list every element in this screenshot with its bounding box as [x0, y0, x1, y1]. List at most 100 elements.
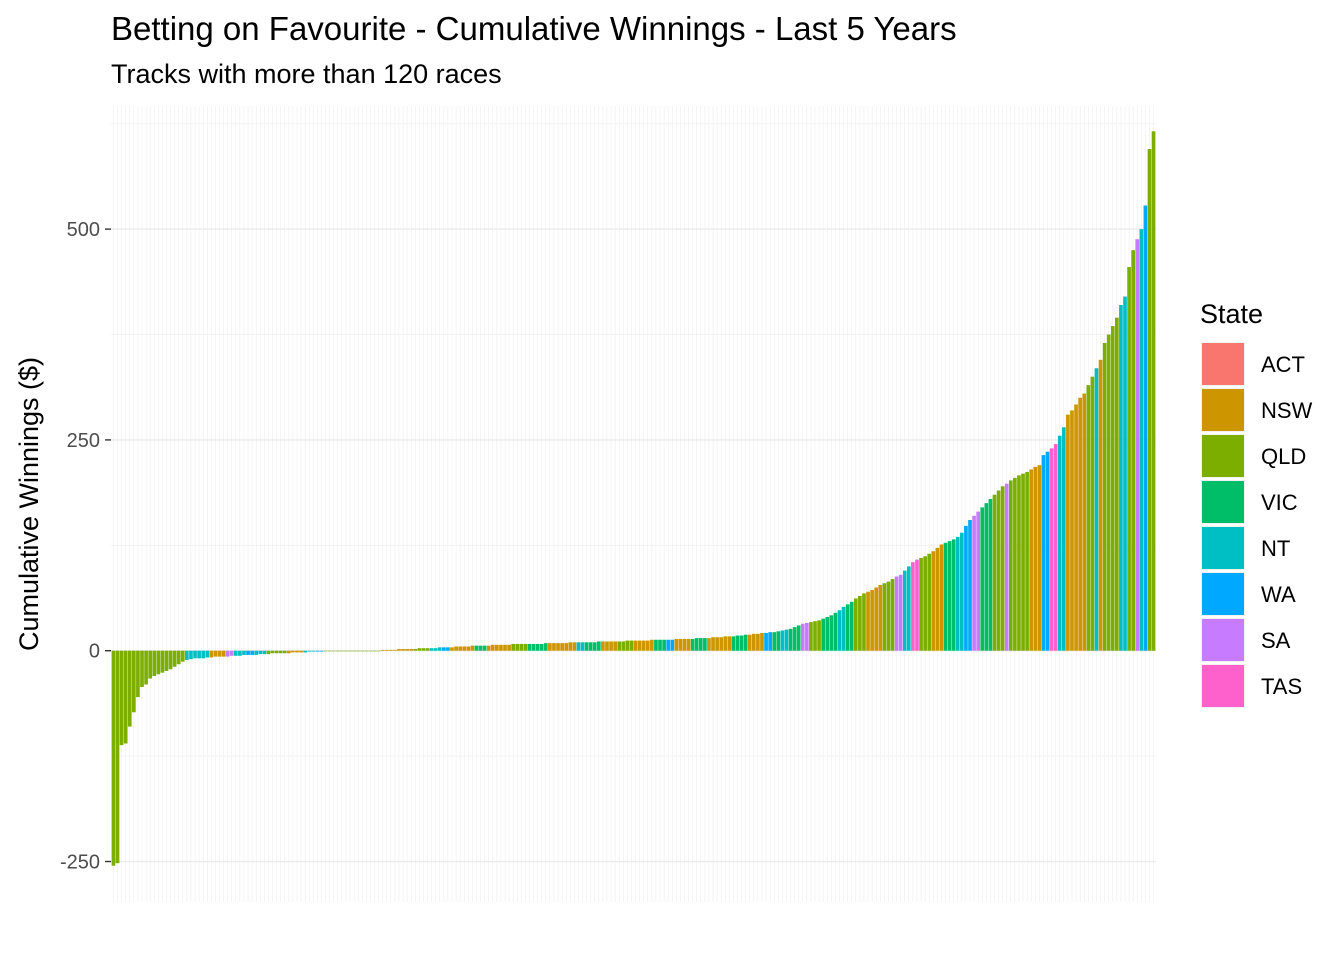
bar-qld — [335, 650, 340, 652]
bar-vic — [658, 639, 662, 651]
bar-wa — [968, 520, 972, 651]
bar-qld — [421, 648, 426, 651]
bar-nsw — [1098, 359, 1103, 651]
bar-nt — [197, 650, 201, 659]
bar-qld — [417, 648, 422, 651]
bar-wa — [250, 650, 254, 655]
bar-wa — [670, 639, 675, 651]
bars — [111, 131, 1156, 866]
legend-label: NT — [1261, 536, 1290, 561]
bar-vic — [527, 643, 532, 651]
bar-nsw — [380, 649, 385, 651]
bar-wa — [1143, 205, 1148, 651]
bar-vic — [788, 628, 793, 651]
bar-nt — [837, 610, 842, 651]
bar-wa — [319, 650, 324, 652]
bar-wa — [1045, 451, 1050, 651]
bar-nsw — [503, 644, 507, 651]
bar-sa — [225, 650, 230, 657]
plot-panel — [111, 106, 1156, 902]
bar-qld — [1025, 471, 1029, 651]
bar-nt — [311, 650, 316, 652]
bar-qld — [278, 650, 283, 654]
bar-nsw — [641, 640, 646, 651]
bar-vic — [662, 639, 666, 651]
bar-qld — [115, 650, 120, 864]
bar-nt — [784, 629, 789, 651]
bar-qld — [1102, 342, 1107, 651]
bar-qld — [923, 556, 927, 651]
bar-vic — [833, 612, 838, 651]
bar-nsw — [760, 633, 764, 651]
bar-nsw — [560, 643, 564, 651]
bar-nsw — [719, 637, 724, 651]
bar-qld — [1151, 131, 1156, 651]
bar-vic — [690, 638, 695, 651]
bar-qld — [413, 649, 418, 651]
bar-qld — [996, 490, 1001, 651]
bar-tas — [911, 562, 915, 651]
bar-wa — [764, 633, 768, 651]
bar-qld — [817, 620, 821, 651]
bar-vic — [825, 616, 830, 651]
bar-nt — [262, 650, 267, 655]
bar-qld — [160, 650, 165, 673]
bar-nsw — [751, 633, 756, 651]
bar-nsw — [650, 639, 654, 651]
bar-nsw — [291, 650, 295, 653]
bar-qld — [1115, 317, 1119, 651]
bar-qld — [356, 650, 361, 652]
bar-nsw — [450, 647, 454, 651]
bar-vic — [478, 645, 483, 651]
bar-nsw — [1029, 469, 1034, 651]
bar-vic — [596, 641, 601, 651]
y-tick-label: 500 — [67, 219, 100, 241]
bar-sa — [1135, 239, 1140, 651]
legend-key-qld — [1202, 435, 1244, 477]
bar-vic — [951, 539, 956, 651]
bar-nsw — [221, 650, 226, 657]
bar-nsw — [405, 649, 409, 651]
bar-nsw — [723, 636, 728, 651]
chart-subtitle: Tracks with more than 120 races — [111, 59, 502, 89]
bar-nsw — [637, 640, 642, 651]
bar-nsw — [935, 547, 940, 651]
bar-nsw — [601, 641, 605, 651]
bar-nt — [307, 650, 312, 652]
bar-nsw — [287, 650, 291, 654]
legend-label: SA — [1261, 628, 1291, 653]
bar-vic — [980, 507, 985, 651]
bar-qld — [368, 650, 373, 652]
bar-sa — [1004, 483, 1009, 651]
bar-qld — [853, 598, 858, 651]
legend-key-vic — [1202, 481, 1244, 523]
bar-nt — [1139, 229, 1144, 651]
bar-qld — [890, 579, 895, 651]
bar-nsw — [499, 644, 503, 651]
bar-nsw — [299, 650, 303, 653]
bar-nsw — [715, 637, 719, 651]
bar-vic — [739, 635, 744, 651]
bar-nt — [1094, 368, 1099, 651]
bar-nsw — [213, 650, 218, 657]
bar-vic — [531, 643, 536, 651]
bar-qld — [1017, 475, 1021, 651]
bar-qld — [425, 648, 430, 651]
bar-vic — [539, 643, 544, 651]
bar-sa — [976, 511, 980, 651]
bar-nsw — [462, 646, 467, 651]
bar-nt — [841, 606, 846, 651]
bar-nsw — [1070, 410, 1074, 651]
bar-tas — [915, 559, 919, 651]
bar-nsw — [645, 640, 650, 651]
legend-key-tas — [1202, 665, 1244, 707]
bar-nsw — [1078, 397, 1082, 651]
bar-qld — [858, 595, 862, 651]
bar-nsw — [490, 644, 495, 651]
bar-nsw — [711, 637, 715, 651]
bar-nt — [201, 650, 206, 659]
legend-title: State — [1200, 299, 1263, 329]
bar-vic — [821, 618, 826, 651]
bar-qld — [136, 650, 140, 698]
bar-nsw — [707, 638, 711, 651]
